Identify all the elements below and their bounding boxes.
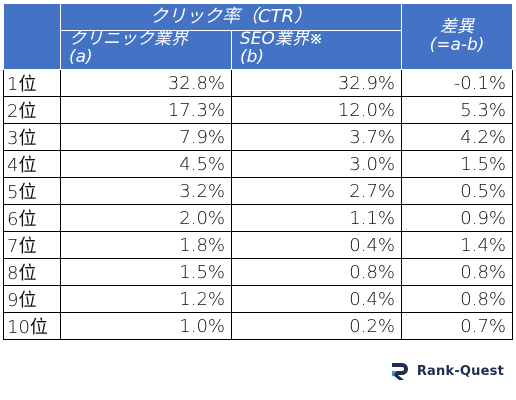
clinic-ctr-cell: 7.9% <box>60 123 232 151</box>
header-blank <box>3 3 61 70</box>
diff-cell: 0.9% <box>401 204 513 232</box>
rank-quest-logo-icon <box>391 363 408 380</box>
clinic-ctr-cell: 3.2% <box>60 177 232 205</box>
rank-cell: 1位 <box>3 69 61 97</box>
diff-cell: 1.5% <box>401 150 513 178</box>
header-seo-key: (b) <box>240 46 265 67</box>
diff-cell: 0.8% <box>401 285 513 313</box>
seo-ctr-cell: 12.0% <box>231 96 402 124</box>
seo-ctr-cell: 32.9% <box>231 69 402 97</box>
seo-ctr-cell: 3.0% <box>231 150 402 178</box>
clinic-ctr-cell: 1.5% <box>60 258 232 286</box>
header-row-group: クリック率（CTR） 差異 (=a-b) <box>3 3 513 70</box>
rank-cell: 4位 <box>3 150 61 178</box>
rank-cell: 5位 <box>3 177 61 205</box>
header-diff: 差異 (=a-b) <box>401 3 513 70</box>
rank-cell: 7位 <box>3 231 61 259</box>
clinic-ctr-cell: 2.0% <box>60 204 232 232</box>
table-row: 8位 1.5% 0.8% 0.8% <box>3 258 513 286</box>
diff-cell: 1.4% <box>401 231 513 259</box>
diff-cell: 5.3% <box>401 96 513 124</box>
header-clinic-key: (a) <box>69 46 93 67</box>
clinic-ctr-cell: 32.8% <box>60 69 232 97</box>
header-clinic: クリニック業界 (a) <box>60 29 232 70</box>
table-row: 6位 2.0% 1.1% 0.9% <box>3 204 513 232</box>
seo-ctr-cell: 3.7% <box>231 123 402 151</box>
diff-cell: 0.5% <box>401 177 513 205</box>
clinic-ctr-cell: 1.2% <box>60 285 232 313</box>
table-row: 7位 1.8% 0.4% 1.4% <box>3 231 513 259</box>
rank-quest-logo: Rank-Quest <box>389 360 504 382</box>
table-row: 5位 3.2% 2.7% 0.5% <box>3 177 513 205</box>
diff-cell: 0.8% <box>401 258 513 286</box>
table-row: 2位 17.3% 12.0% 5.3% <box>3 96 513 124</box>
table-row: 1位 32.8% 32.9% -0.1% <box>3 69 513 97</box>
rank-cell: 6位 <box>3 204 61 232</box>
header-diff-formula: (=a-b) <box>429 34 485 55</box>
header-seo: SEO業界※ (b) <box>231 29 402 70</box>
header-seo-label: SEO業界※ <box>240 29 324 49</box>
rank-cell: 10位 <box>3 312 61 340</box>
clinic-ctr-cell: 4.5% <box>60 150 232 178</box>
table-body: 1位 32.8% 32.9% -0.1% 2位 17.3% 12.0% 5.3% 3位 7.9% 3… <box>3 69 513 340</box>
seo-ctr-cell: 0.4% <box>231 285 402 313</box>
header-row-sub: クリニック業界 (a) SEO業界※ (b) <box>4 29 513 70</box>
seo-ctr-cell: 0.8% <box>231 258 402 286</box>
seo-ctr-cell: 1.1% <box>231 204 402 232</box>
header-clinic-label: クリニック業界 <box>69 29 188 49</box>
table-row: 3位 7.9% 3.7% 4.2% <box>3 123 513 151</box>
table-row: 10位 1.0% 0.2% 0.7% <box>3 312 513 340</box>
rank-cell: 9位 <box>3 285 61 313</box>
table-row: 9位 1.2% 0.4% 0.8% <box>3 285 513 313</box>
diff-cell: 4.2% <box>401 123 513 151</box>
rank-cell: 3位 <box>3 123 61 151</box>
clinic-ctr-cell: 1.0% <box>60 312 232 340</box>
seo-ctr-cell: 2.7% <box>231 177 402 205</box>
header-ctr-group: クリック率（CTR） <box>60 3 402 31</box>
clinic-ctr-cell: 17.3% <box>60 96 232 124</box>
table-row: 4位 4.5% 3.0% 1.5% <box>3 150 513 178</box>
logo-wordmark: Rank-Quest <box>416 363 504 379</box>
rank-cell: 2位 <box>3 96 61 124</box>
clinic-ctr-cell: 1.8% <box>60 231 232 259</box>
diff-cell: 0.7% <box>401 312 513 340</box>
ctr-table: クリック率（CTR） 差異 (=a-b) クリニック業界 (a) SEO業界※ … <box>3 3 513 340</box>
seo-ctr-cell: 0.2% <box>231 312 402 340</box>
diff-cell: -0.1% <box>401 69 513 97</box>
rank-cell: 8位 <box>3 258 61 286</box>
header-diff-label: 差異 <box>440 16 474 37</box>
seo-ctr-cell: 0.4% <box>231 231 402 259</box>
